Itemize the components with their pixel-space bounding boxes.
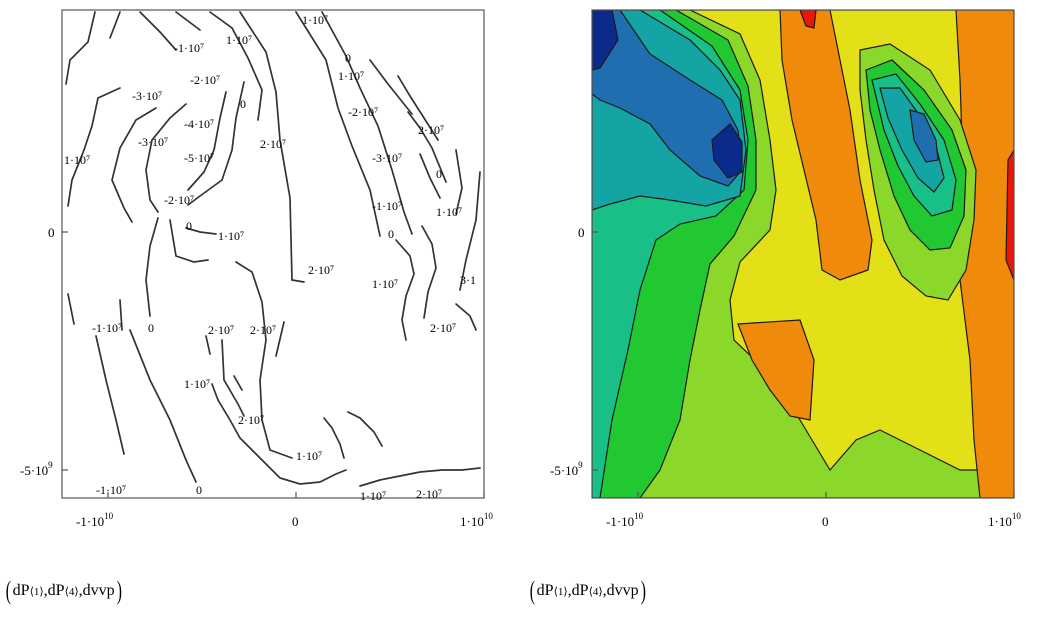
caption-var-b-index: ⟨4⟩ — [64, 585, 79, 598]
contour-label: 1·10⁷ — [226, 33, 252, 47]
caption-var-a-index: ⟨1⟩ — [29, 585, 44, 598]
caption-var-c: dvvp — [82, 582, 115, 599]
left-y-tick-labels: 0 -5·109 — [20, 225, 55, 478]
x-tick-label: 1·1010 — [460, 511, 493, 529]
contour-label: -4·10⁷ — [184, 117, 214, 131]
contour-label: -2·10⁷ — [190, 73, 220, 87]
y-tick-label: -5·109 — [550, 460, 583, 478]
left-axis-ticks — [62, 231, 485, 498]
contour-label: 2·10⁷ — [418, 123, 444, 137]
contour-label: 3·1 — [460, 273, 476, 287]
left-plot-caption: ( dP ⟨1⟩ , dP ⟨4⟩ , dvvp ) — [4, 578, 123, 604]
caption-close-paren: ) — [640, 576, 646, 605]
contour-label: 0 — [240, 97, 246, 111]
contour-label: 0 — [186, 219, 192, 233]
contour-label: 0 — [345, 51, 351, 65]
contour-label: 1·10⁷ — [302, 13, 328, 27]
contour-level-fill — [799, 10, 817, 29]
right-contour-plot: -1·1010 0 1·1010 0 -5·109 — [550, 9, 1021, 529]
caption-var-b: dP — [571, 582, 589, 599]
contour-label: -3·10⁷ — [372, 151, 402, 165]
contour-label: 2·10⁷ — [416, 487, 442, 501]
x-tick-label: -1·1010 — [606, 511, 644, 529]
contour-label: -1·10⁷ — [372, 199, 402, 213]
contour-label: 0 — [196, 483, 202, 497]
caption-sep: , — [78, 582, 83, 599]
contour-label: 1·10⁷ — [372, 277, 398, 291]
caption-sep: , — [602, 582, 607, 599]
contour-level-fill — [909, 109, 939, 163]
contour-label: -1·10⁷ — [92, 321, 122, 335]
contour-label: 1·10⁷ — [436, 205, 462, 219]
contour-label: 0 — [436, 167, 442, 181]
contour-label: -1·10⁷ — [174, 41, 204, 55]
right-x-tick-labels: -1·1010 0 1·1010 — [606, 511, 1021, 529]
contour-label: 2·10⁷ — [308, 263, 334, 277]
contour-level-fill — [737, 319, 815, 421]
contour-label: 1·10⁷ — [296, 449, 322, 463]
x-tick-label: 0 — [292, 514, 299, 529]
contour-label: 2·10⁷ — [238, 413, 264, 427]
contour-label: -1·10⁷ — [96, 483, 126, 497]
left-contour-lines — [65, 11, 481, 487]
contour-label: 2·10⁷ — [430, 321, 456, 335]
x-tick-label: -1·1010 — [76, 511, 114, 529]
right-y-tick-labels: 0 -5·109 — [550, 225, 585, 478]
caption-open-paren: ( — [5, 576, 11, 605]
right-plot-caption: ( dP ⟨1⟩ , dP ⟨4⟩ , dvvp ) — [528, 578, 647, 604]
contour-label: -5·10⁷ — [184, 151, 214, 165]
x-tick-label: 0 — [822, 514, 829, 529]
contour-level-fill — [955, 10, 1014, 498]
contour-label: 1·10⁷ — [338, 69, 364, 83]
contour-level-fill — [711, 123, 743, 179]
right-axis-ticks — [592, 231, 1015, 498]
contour-label: 1·10⁷ — [184, 377, 210, 391]
contour-label: -3·10⁷ — [132, 89, 162, 103]
contour-level-fill — [1005, 148, 1014, 281]
contour-label: 2·10⁷ — [250, 323, 276, 337]
y-tick-label: 0 — [48, 225, 55, 240]
contour-label: 0 — [388, 227, 394, 241]
caption-var-b: dP — [47, 582, 65, 599]
caption-var-c: dvvp — [606, 582, 639, 599]
caption-var-a: dP — [536, 582, 554, 599]
left-contour-plot: -1·10⁷ 1·10⁷ 1·10⁷ 0 -3·10⁷ -2·10⁷ 1·10⁷… — [20, 9, 493, 529]
left-plot-frame — [61, 9, 485, 499]
contour-label: -3·10⁷ — [138, 135, 168, 149]
right-contour-fills — [592, 10, 1014, 498]
caption-close-paren: ) — [116, 576, 122, 605]
contour-label: 1·10⁷ — [360, 489, 386, 503]
y-tick-label: -5·109 — [20, 460, 53, 478]
caption-open-paren: ( — [529, 576, 535, 605]
contour-label: -2·10⁷ — [348, 105, 378, 119]
contour-level-fill — [592, 10, 619, 71]
contour-label: 1·10⁷ — [218, 229, 244, 243]
left-x-tick-labels: -1·1010 0 1·1010 — [76, 511, 493, 529]
contour-label: 2·10⁷ — [208, 323, 234, 337]
x-tick-label: 1·1010 — [988, 511, 1021, 529]
caption-sep: , — [567, 582, 572, 599]
caption-sep: , — [43, 582, 48, 599]
caption-var-b-index: ⟨4⟩ — [588, 585, 603, 598]
contour-label: 1·10⁷ — [64, 153, 90, 167]
left-contour-labels: -1·10⁷ 1·10⁷ 1·10⁷ 0 -3·10⁷ -2·10⁷ 1·10⁷… — [64, 13, 476, 503]
contour-level-fill — [779, 10, 873, 281]
y-tick-label: 0 — [578, 225, 585, 240]
caption-var-a-index: ⟨1⟩ — [553, 585, 568, 598]
contour-label: 2·10⁷ — [260, 137, 286, 151]
contour-label: -2·10⁷ — [164, 193, 194, 207]
contour-level-fill — [879, 87, 945, 193]
contour-level-fill — [592, 10, 743, 187]
caption-var-a: dP — [12, 582, 30, 599]
contour-label: 0 — [148, 321, 154, 335]
right-plot-frame — [591, 9, 1015, 499]
